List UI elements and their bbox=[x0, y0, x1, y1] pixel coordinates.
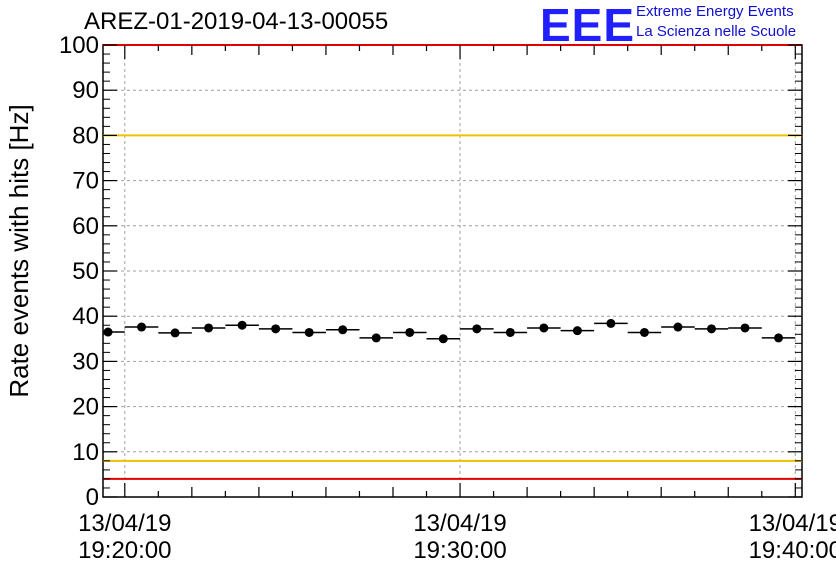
data-point bbox=[237, 320, 247, 330]
y-tick-label: 30 bbox=[72, 348, 99, 375]
data-point bbox=[438, 334, 448, 344]
y-tick-label: 100 bbox=[59, 32, 99, 59]
y-tick-label: 80 bbox=[72, 122, 99, 149]
eee-logo: EEE Extreme Energy Events La Scienza nel… bbox=[540, 0, 836, 51]
data-point bbox=[539, 323, 549, 333]
data-point bbox=[170, 328, 180, 338]
data-point bbox=[505, 327, 515, 337]
data-point bbox=[774, 333, 784, 343]
data-point bbox=[405, 327, 415, 337]
logo-subtitle-line2: La Scienza nelle Scuole bbox=[636, 23, 797, 40]
data-point bbox=[673, 322, 683, 332]
y-tick-label: 90 bbox=[72, 77, 99, 104]
y-tick-label: 0 bbox=[86, 484, 99, 511]
y-axis-title: Rate events with hits [Hz] bbox=[4, 104, 34, 397]
data-point bbox=[338, 325, 348, 335]
y-tick-label: 60 bbox=[72, 213, 99, 240]
x-tick-label-time: 19:40:00 bbox=[749, 537, 836, 564]
chart-title: AREZ-01-2019-04-13-00055 bbox=[84, 8, 389, 35]
y-tick-label: 70 bbox=[72, 168, 99, 195]
x-tick-label-date: 13/04/19 bbox=[78, 510, 171, 537]
data-point bbox=[371, 333, 381, 343]
y-tick-label: 50 bbox=[72, 258, 99, 285]
data-point bbox=[706, 324, 716, 334]
data-point bbox=[472, 324, 482, 334]
y-tick-label: 40 bbox=[72, 303, 99, 330]
data-point bbox=[740, 323, 750, 333]
logo-subtitle-line1: Extreme Energy Events bbox=[636, 3, 794, 20]
x-tick-label-date: 13/04/19 bbox=[413, 510, 506, 537]
data-point bbox=[639, 327, 649, 337]
data-point bbox=[103, 327, 113, 337]
y-tick-label: 20 bbox=[72, 394, 99, 421]
data-point bbox=[572, 326, 582, 336]
data-point bbox=[606, 318, 616, 328]
x-tick-label-date: 13/04/19 bbox=[749, 510, 836, 537]
x-tick-label-time: 19:20:00 bbox=[78, 537, 171, 564]
x-tick-label-time: 19:30:00 bbox=[413, 537, 506, 564]
y-tick-label: 10 bbox=[72, 439, 99, 466]
data-point bbox=[137, 322, 147, 332]
eee-logo-mark: EEE bbox=[540, 0, 636, 51]
data-point bbox=[304, 327, 314, 337]
data-point bbox=[271, 324, 281, 334]
data-point bbox=[204, 323, 214, 333]
